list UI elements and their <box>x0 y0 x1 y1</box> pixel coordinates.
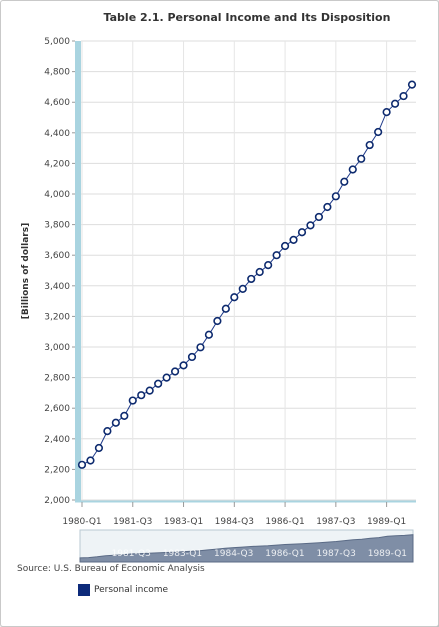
y-tick-label: 4,400 <box>44 129 70 139</box>
data-point[interactable] <box>179 361 188 370</box>
data-point[interactable] <box>154 379 163 388</box>
data-point[interactable] <box>331 192 340 201</box>
y-tick-label: 5,000 <box>44 37 70 47</box>
navigator-label: 1981-Q3 <box>112 549 151 559</box>
chart-title: Table 2.1. Personal Income and Its Dispo… <box>104 11 391 24</box>
data-point[interactable] <box>340 177 349 186</box>
gridlines <box>81 40 416 501</box>
data-point[interactable] <box>103 427 112 436</box>
y-tick-label: 3,600 <box>44 251 70 261</box>
y-tick-label: 2,800 <box>44 374 70 384</box>
data-point[interactable] <box>314 212 324 222</box>
data-point[interactable] <box>357 154 366 163</box>
legend-swatch <box>78 584 90 596</box>
data-point[interactable] <box>280 241 290 251</box>
data-point[interactable] <box>238 284 247 293</box>
data-point[interactable] <box>323 202 332 212</box>
y-tick-label: 2,200 <box>44 465 70 475</box>
x-tick-label: 1984-Q3 <box>215 517 254 527</box>
y-axis-ticks: 2,000 2,200 2,400 2,600 2,800 3,000 3,200 3,400… <box>44 37 75 506</box>
data-point[interactable] <box>264 261 273 270</box>
navigator-label: 1984-Q3 <box>214 549 253 559</box>
series-personal-income <box>77 80 417 469</box>
data-point[interactable] <box>86 456 95 465</box>
y-tick-label: 4,000 <box>44 190 70 200</box>
data-point[interactable] <box>196 343 205 352</box>
y-tick-label: 2,400 <box>44 435 70 445</box>
x-tick-label: 1983-Q1 <box>164 517 203 527</box>
x-tick-label: 1989-Q1 <box>367 517 406 527</box>
data-point[interactable] <box>204 330 214 339</box>
data-point[interactable] <box>221 304 230 313</box>
legend[interactable]: Personal income <box>78 584 168 596</box>
y-tick-label: 2,600 <box>44 404 70 414</box>
y-tick-label: 3,800 <box>44 221 70 231</box>
data-point[interactable] <box>145 386 154 395</box>
y-tick-label: 2,000 <box>44 496 70 506</box>
data-point[interactable] <box>374 127 383 137</box>
legend-label: Personal income <box>94 585 169 595</box>
y-tick-label: 3,000 <box>44 343 70 353</box>
data-point[interactable] <box>306 221 315 230</box>
x-tick-label: 1981-Q3 <box>113 517 152 527</box>
plot-area <box>81 41 416 500</box>
navigator-area <box>79 534 414 563</box>
y-axis-band <box>75 41 81 501</box>
data-point[interactable] <box>128 396 137 405</box>
data-point[interactable] <box>111 418 120 427</box>
data-point[interactable] <box>187 352 197 362</box>
data-point[interactable] <box>120 411 129 420</box>
data-point[interactable] <box>230 293 239 302</box>
range-navigator[interactable]: 1981-Q3 1983-Q1 1984-Q3 1986-Q1 1987-Q3 1989-… <box>79 529 414 563</box>
data-point[interactable] <box>137 391 146 400</box>
data-point[interactable] <box>213 316 222 326</box>
y-axis-label: [Billions of dollars] <box>21 223 31 319</box>
data-point[interactable] <box>365 140 374 150</box>
data-point[interactable] <box>272 251 281 260</box>
y-tick-label: 3,400 <box>44 282 70 292</box>
y-tick-label: 4,600 <box>44 98 70 108</box>
x-tick-label: 1987-Q3 <box>316 517 355 527</box>
data-point[interactable] <box>348 165 357 174</box>
y-tick-label: 3,200 <box>44 312 70 322</box>
x-tick-label: 1980-Q1 <box>62 517 101 527</box>
navigator-label: 1987-Q3 <box>317 549 356 559</box>
navigator-label: 1989-Q1 <box>368 549 407 559</box>
data-point[interactable] <box>94 443 104 453</box>
y-tick-label: 4,200 <box>44 159 70 169</box>
data-point[interactable] <box>399 91 408 101</box>
source-note: Source: U.S. Bureau of Economic Analysis <box>17 564 205 574</box>
data-point[interactable] <box>407 80 417 89</box>
data-point[interactable] <box>162 373 171 382</box>
data-point[interactable] <box>382 108 391 117</box>
navigator-label: 1986-Q1 <box>265 549 304 559</box>
data-point[interactable] <box>77 460 87 469</box>
data-point[interactable] <box>170 367 180 376</box>
plot-background <box>75 41 416 503</box>
series-line <box>81 84 413 466</box>
x-axis-ticks: 1980-Q1 1981-Q3 1983-Q1 1984-Q3 1986-Q1 1987-… <box>62 502 406 527</box>
x-tick-label: 1986-Q1 <box>265 517 304 527</box>
y-tick-label: 4,800 <box>44 68 70 78</box>
data-point[interactable] <box>255 267 264 277</box>
data-point[interactable] <box>247 274 256 284</box>
data-point[interactable] <box>289 235 298 244</box>
navigator-label: 1983-Q1 <box>163 549 202 559</box>
data-point[interactable] <box>390 99 400 108</box>
data-point[interactable] <box>297 228 307 237</box>
